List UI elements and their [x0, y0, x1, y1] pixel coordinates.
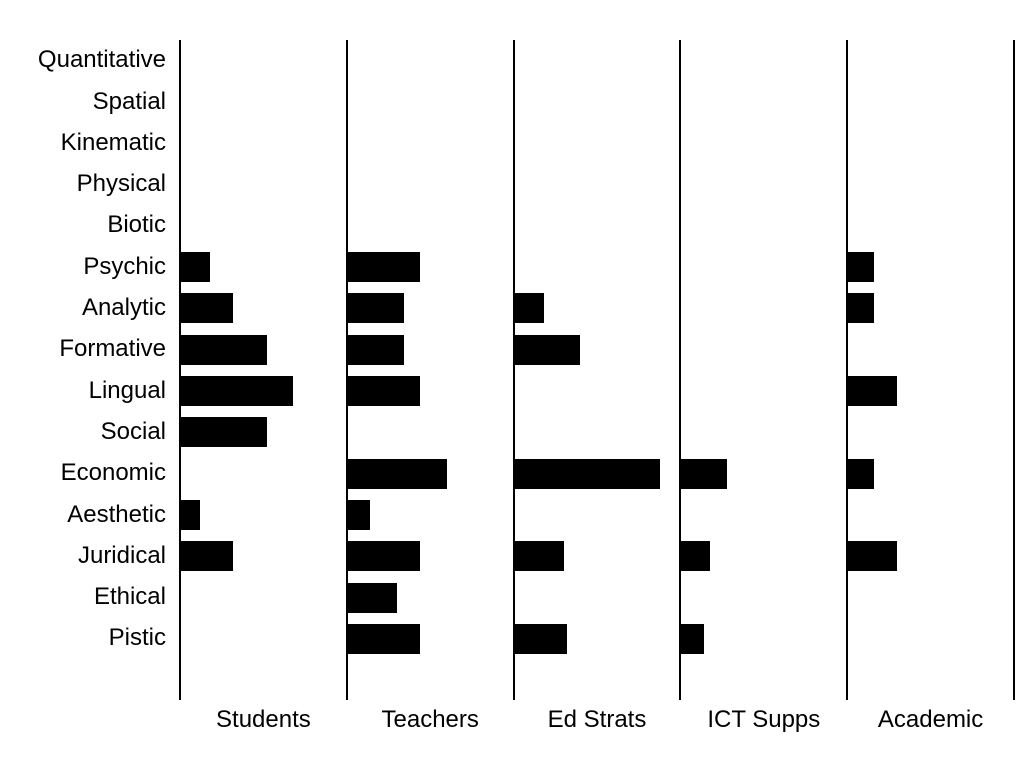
plot-area [180, 40, 1014, 700]
category-label: Ethical [0, 583, 166, 611]
category-label: Formative [0, 335, 166, 363]
bar [847, 252, 874, 282]
category-label: Social [0, 418, 166, 446]
category-label: Pistic [0, 624, 166, 652]
category-label: Quantitative [0, 46, 166, 74]
panel-divider [513, 40, 515, 700]
bar [347, 335, 404, 365]
bar [347, 541, 420, 571]
bar [180, 500, 200, 530]
bar [514, 541, 564, 571]
panel-divider [679, 40, 681, 700]
panel-divider [1013, 40, 1015, 700]
bar [847, 376, 897, 406]
panel-label: Academic [847, 706, 1014, 734]
bar [514, 459, 661, 489]
category-label: Kinematic [0, 129, 166, 157]
category-label: Spatial [0, 88, 166, 116]
bar [180, 252, 210, 282]
panel-label: Students [180, 706, 347, 734]
panel-divider [179, 40, 181, 700]
bar [347, 624, 420, 654]
panel-divider [846, 40, 848, 700]
bar [514, 335, 581, 365]
category-label: Juridical [0, 542, 166, 570]
bar [514, 293, 544, 323]
bar [847, 293, 874, 323]
bar [347, 459, 447, 489]
category-label: Biotic [0, 211, 166, 239]
panel-label: Ed Strats [514, 706, 681, 734]
category-label: Economic [0, 459, 166, 487]
bar [347, 293, 404, 323]
bar [847, 459, 874, 489]
bar [180, 376, 293, 406]
panel-label: ICT Supps [680, 706, 847, 734]
bar [347, 252, 420, 282]
bar [180, 417, 267, 447]
bar [514, 624, 567, 654]
category-label: Analytic [0, 294, 166, 322]
chart-container: Quantitative Spatial Kinematic Physical Biot… [0, 0, 1024, 764]
bar [180, 293, 233, 323]
bar [680, 459, 727, 489]
bar [347, 376, 420, 406]
category-label: Physical [0, 170, 166, 198]
category-label: Aesthetic [0, 501, 166, 529]
bar [680, 541, 710, 571]
bar [680, 624, 703, 654]
panel-label: Teachers [347, 706, 514, 734]
bar [347, 583, 397, 613]
category-label: Psychic [0, 253, 166, 281]
bar [180, 335, 267, 365]
bar [347, 500, 370, 530]
bar [847, 541, 897, 571]
bar [180, 541, 233, 571]
category-label: Lingual [0, 377, 166, 405]
